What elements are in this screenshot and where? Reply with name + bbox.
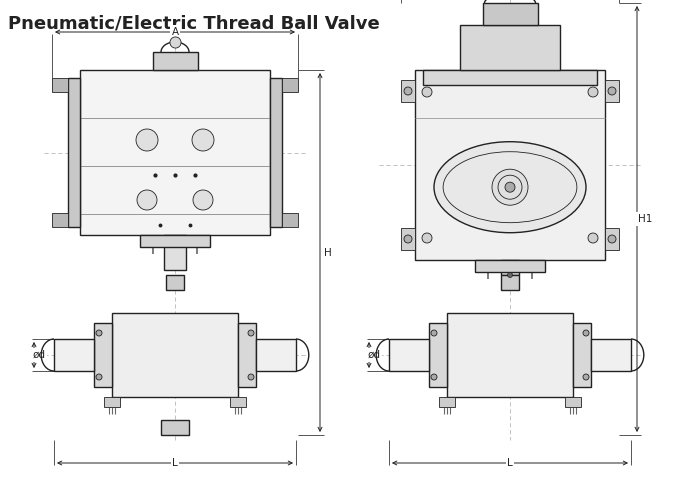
Circle shape [248, 374, 254, 380]
Bar [166, 275, 184, 290]
Circle shape [96, 330, 102, 336]
Bar [401, 228, 415, 250]
Bar [80, 70, 270, 235]
Ellipse shape [434, 142, 586, 233]
Bar [475, 260, 545, 272]
Bar [94, 323, 112, 387]
Bar [230, 397, 246, 407]
Text: A: A [171, 27, 179, 37]
Bar [270, 78, 282, 227]
Circle shape [404, 87, 412, 95]
Circle shape [137, 190, 157, 210]
Bar [140, 235, 210, 247]
Circle shape [192, 129, 214, 151]
Circle shape [431, 330, 437, 336]
Bar [54, 339, 94, 371]
Bar [256, 339, 296, 371]
Bar [52, 213, 68, 227]
Circle shape [583, 374, 589, 380]
Circle shape [193, 190, 213, 210]
Bar [282, 78, 298, 92]
Bar [389, 339, 429, 371]
Circle shape [404, 235, 412, 243]
Bar [605, 228, 619, 250]
Circle shape [136, 129, 158, 151]
Text: H: H [324, 248, 332, 258]
Bar [501, 260, 519, 275]
Circle shape [583, 330, 589, 336]
Text: ød: ød [33, 350, 46, 360]
Circle shape [422, 87, 432, 97]
Bar [460, 25, 560, 70]
Bar [483, 3, 538, 25]
Circle shape [608, 235, 616, 243]
Bar [605, 80, 619, 102]
Circle shape [248, 330, 254, 336]
Text: L: L [172, 458, 178, 468]
Text: L: L [507, 458, 513, 468]
Bar [565, 397, 581, 407]
Circle shape [96, 374, 102, 380]
Text: Pneumatic/Electric Thread Ball Valve: Pneumatic/Electric Thread Ball Valve [8, 14, 379, 32]
Bar [573, 323, 591, 387]
Circle shape [608, 87, 616, 95]
Circle shape [492, 169, 528, 205]
Bar [282, 213, 298, 227]
Bar [153, 52, 198, 70]
Circle shape [507, 273, 513, 277]
Bar [447, 313, 573, 397]
Circle shape [431, 374, 437, 380]
Bar [501, 275, 519, 290]
Bar [423, 70, 597, 85]
Text: ød: ød [367, 350, 381, 360]
Circle shape [422, 233, 432, 243]
Circle shape [588, 233, 598, 243]
Bar [429, 323, 447, 387]
Circle shape [505, 182, 515, 192]
Bar [52, 78, 68, 92]
Bar [164, 235, 186, 270]
Bar [161, 420, 189, 435]
Bar [415, 70, 605, 260]
Circle shape [588, 87, 598, 97]
Bar [112, 313, 238, 397]
Text: H1: H1 [638, 214, 652, 224]
Bar [591, 339, 631, 371]
Bar [68, 78, 80, 227]
Bar [439, 397, 455, 407]
Bar [238, 323, 256, 387]
Bar [401, 80, 415, 102]
Bar [104, 397, 120, 407]
